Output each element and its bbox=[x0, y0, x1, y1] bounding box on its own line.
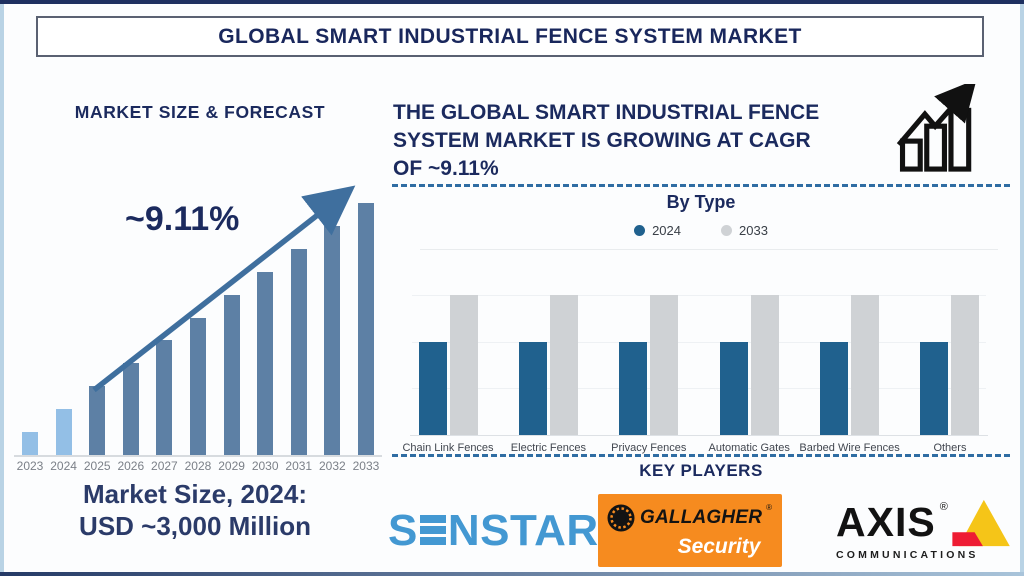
market-size-line2: USD ~3,000 Million bbox=[79, 510, 311, 541]
cagr-annotation: ~9.11% bbox=[125, 200, 240, 238]
bytype-bar-2033 bbox=[650, 295, 679, 435]
bytype-category-label: Electric Fences bbox=[510, 442, 586, 454]
gridline bbox=[412, 342, 986, 343]
forecast-bars bbox=[22, 203, 374, 455]
forecast-year-label: 2026 bbox=[117, 459, 145, 473]
legend-divider bbox=[420, 249, 998, 250]
title-banner: GLOBAL SMART INDUSTRIAL FENCE SYSTEM MAR… bbox=[36, 16, 984, 57]
bytype-bar-2033 bbox=[549, 295, 578, 435]
forecast-bar bbox=[223, 295, 240, 455]
bytype-bar-2024 bbox=[719, 342, 748, 435]
forecast-bar bbox=[290, 249, 307, 455]
forecast-x-axis bbox=[14, 455, 382, 457]
forecast-section-heading: MARKET SIZE & FORECAST bbox=[74, 102, 326, 122]
senstar-letter-s: S bbox=[388, 506, 418, 555]
forecast-bar bbox=[324, 226, 341, 455]
forecast-bar bbox=[89, 386, 106, 455]
forecast-bar bbox=[122, 363, 139, 455]
frame-top-strip bbox=[0, 0, 1024, 4]
growth-arrow bbox=[92, 185, 356, 393]
bytype-group: Chain Link Fences bbox=[402, 295, 494, 454]
forecast-year-label: 2024 bbox=[50, 459, 77, 473]
growth-statement-line: SYSTEM MARKET IS GROWING AT CAGR bbox=[393, 129, 811, 152]
forecast-bar bbox=[357, 203, 374, 455]
axis-communications-label: COMMUNICATIONS bbox=[836, 549, 979, 561]
forecast-year-label: 2032 bbox=[319, 459, 346, 473]
forecast-bar bbox=[22, 432, 38, 455]
senstar-logo: S NSTAR ® bbox=[388, 506, 610, 556]
forecast-year-label: 2025 bbox=[83, 459, 111, 473]
gallagher-security-label: Security bbox=[677, 535, 761, 558]
bytype-group: Electric Fences bbox=[511, 295, 586, 454]
legend-dot bbox=[634, 225, 646, 236]
bytype-category-label: Chain Link Fences bbox=[402, 442, 494, 454]
keyplayers-heading: KEY PLAYERS bbox=[639, 461, 763, 480]
forecast-year-label: 2031 bbox=[285, 459, 313, 473]
page-title: GLOBAL SMART INDUSTRIAL FENCE SYSTEM MAR… bbox=[218, 24, 802, 48]
bytype-bar-2024 bbox=[920, 342, 949, 435]
axis-name: AXIS bbox=[836, 499, 936, 545]
gallagher-name: GALLAGHER bbox=[640, 507, 763, 528]
gridline bbox=[412, 295, 986, 296]
bytype-bar-2024 bbox=[820, 342, 849, 435]
dashed-separator-bottom bbox=[392, 454, 1010, 457]
forecast-year-label: 2028 bbox=[184, 459, 212, 473]
market-size-callout: Market Size, 2024: USD ~3,000 Million bbox=[15, 479, 375, 543]
forecast-bar bbox=[257, 272, 274, 455]
bytype-category-label: Others bbox=[933, 442, 967, 454]
bytype-group: Others bbox=[920, 295, 980, 454]
bytype-groups: Chain Link Fences Electric Fences Privacy … bbox=[402, 295, 980, 454]
forecast-year-labels: 2023 2024 2025 2026 2027 2028 2029 2030 2031 2032… bbox=[16, 459, 380, 473]
gallagher-registered-mark: ® bbox=[766, 503, 773, 512]
bytype-bar-2033 bbox=[449, 295, 478, 435]
axis-registered-mark: ® bbox=[939, 501, 948, 513]
growth-statement-line: OF ~9.11% bbox=[393, 157, 499, 180]
axis-logo: AXIS ® COMMUNICATIONS bbox=[836, 498, 1014, 561]
forecast-year-label: 2033 bbox=[352, 459, 380, 473]
bytype-heading: By Type bbox=[666, 192, 736, 212]
axis-triangle-icon bbox=[952, 499, 1010, 547]
senstar-stylized-e-icon bbox=[419, 515, 446, 545]
forecast-bar bbox=[189, 318, 206, 455]
growth-statement: THE GLOBAL SMART INDUSTRIAL FENCE SYSTEM … bbox=[393, 99, 893, 183]
frame-bottom-strip bbox=[0, 572, 1024, 576]
senstar-letters-nstar: NSTAR bbox=[447, 506, 599, 555]
forecast-year-label: 2030 bbox=[251, 459, 279, 473]
bytype-x-axis bbox=[410, 435, 988, 436]
bytype-bar-2024 bbox=[518, 342, 547, 435]
forecast-bar bbox=[156, 340, 173, 455]
bytype-group: Privacy Fences bbox=[611, 295, 686, 454]
bytype-group: Barbed Wire Fences bbox=[799, 295, 900, 454]
legend-item: 2024 bbox=[634, 223, 681, 238]
bytype-category-label: Barbed Wire Fences bbox=[799, 442, 900, 454]
frame-right-strip bbox=[1020, 4, 1024, 572]
legend-item: 2033 bbox=[721, 223, 768, 238]
bytype-plot: Chain Link Fences Electric Fences Privacy … bbox=[402, 295, 986, 454]
legend-dot bbox=[721, 225, 732, 236]
growth-statement-line: THE GLOBAL SMART INDUSTRIAL FENCE bbox=[393, 101, 820, 124]
bytype-bar-2024 bbox=[619, 342, 648, 435]
forecast-year-label: 2027 bbox=[151, 459, 178, 473]
bytype-category-label: Automatic Gates bbox=[708, 442, 790, 454]
bytype-legend: 2024 2033 bbox=[392, 223, 1010, 238]
bytype-group: Automatic Gates bbox=[709, 295, 790, 454]
bytype-bar-2033 bbox=[951, 295, 980, 435]
gallagher-logo: GALLAGHER ® Security bbox=[598, 494, 782, 567]
dashed-separator-top bbox=[392, 184, 1010, 187]
bar-chart-growth-icon bbox=[896, 84, 977, 172]
legend-label: 2033 bbox=[739, 223, 768, 238]
forecast-year-label: 2029 bbox=[218, 459, 245, 473]
bytype-bar-2033 bbox=[750, 295, 779, 435]
legend-label: 2024 bbox=[652, 223, 681, 238]
forecast-bar bbox=[55, 409, 72, 455]
forecast-year-label: 2023 bbox=[16, 459, 44, 473]
gallagher-disc-icon bbox=[607, 504, 635, 532]
bytype-bar-2033 bbox=[851, 295, 880, 435]
frame-left-strip bbox=[0, 4, 4, 572]
bytype-category-label: Privacy Fences bbox=[611, 442, 687, 454]
bytype-bar-2024 bbox=[418, 342, 447, 435]
gridline bbox=[412, 388, 986, 389]
market-size-line1: Market Size, 2024: bbox=[82, 479, 307, 509]
